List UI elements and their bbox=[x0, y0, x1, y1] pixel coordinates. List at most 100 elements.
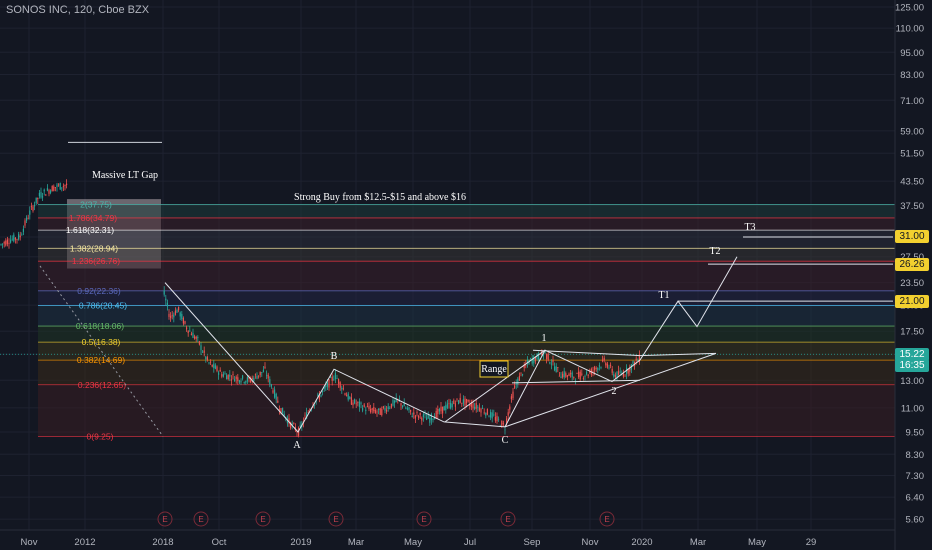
candle-body bbox=[554, 366, 556, 371]
candle-body bbox=[352, 402, 354, 406]
candle-body bbox=[37, 197, 39, 200]
candle-body bbox=[446, 403, 448, 408]
fib-band bbox=[38, 342, 895, 361]
y-tick-label: 7.30 bbox=[906, 471, 925, 482]
candle-body bbox=[182, 318, 184, 324]
candle-body bbox=[64, 185, 66, 186]
candle-body bbox=[274, 389, 276, 398]
fib-label: 1.236(26.76) bbox=[72, 256, 120, 266]
candle-body bbox=[456, 398, 458, 400]
candle-body bbox=[467, 400, 469, 402]
candle-body bbox=[58, 184, 60, 186]
candle-body bbox=[206, 357, 208, 361]
candle-body bbox=[493, 414, 495, 416]
candle-body bbox=[62, 185, 64, 187]
candle-body bbox=[531, 359, 533, 364]
candle-body bbox=[21, 234, 23, 236]
candle-body bbox=[606, 363, 608, 368]
candle-body bbox=[232, 374, 234, 375]
candle-body bbox=[178, 306, 180, 311]
candle-body bbox=[270, 384, 272, 387]
candle-body bbox=[536, 354, 538, 360]
candle-body bbox=[528, 360, 530, 365]
price-tag: 15.22 bbox=[895, 347, 929, 361]
candle-body bbox=[288, 418, 290, 424]
candle-body bbox=[50, 190, 52, 193]
candle-body bbox=[333, 379, 335, 381]
candle-body bbox=[464, 398, 466, 406]
candle-body bbox=[27, 218, 29, 220]
candle-body bbox=[229, 374, 231, 377]
candle-body bbox=[243, 382, 245, 383]
earnings-marker bbox=[255, 511, 271, 527]
candle-body bbox=[34, 204, 36, 207]
candle-body bbox=[272, 390, 274, 393]
earnings-label: E bbox=[333, 515, 338, 524]
candle-body bbox=[557, 367, 559, 368]
candle-body bbox=[544, 352, 546, 353]
candle-body bbox=[496, 415, 498, 421]
candle-body bbox=[523, 365, 525, 368]
y-tick-label: 51.50 bbox=[900, 149, 924, 160]
candle-body bbox=[342, 388, 344, 390]
candle-body bbox=[451, 403, 453, 408]
candle-body bbox=[235, 376, 237, 379]
candle-body bbox=[250, 380, 252, 382]
candle-body bbox=[307, 411, 309, 413]
earnings-marker bbox=[193, 511, 209, 527]
candle-body bbox=[416, 412, 418, 413]
candle-body bbox=[24, 220, 26, 226]
candle-body bbox=[42, 196, 44, 198]
candle-body bbox=[349, 397, 351, 399]
candle-body bbox=[253, 377, 255, 381]
candle-body bbox=[594, 366, 596, 371]
candle-body bbox=[202, 351, 204, 353]
candle-body bbox=[317, 394, 319, 396]
candle-body bbox=[517, 378, 519, 385]
candle-body bbox=[280, 408, 282, 414]
fib-band bbox=[38, 204, 895, 218]
earnings-marker bbox=[328, 511, 344, 527]
candle-body bbox=[224, 373, 226, 375]
x-tick-label: Jul bbox=[464, 537, 476, 548]
candle-body bbox=[293, 423, 295, 425]
candle-body bbox=[501, 420, 503, 427]
candle-body bbox=[240, 380, 242, 383]
candle-body bbox=[515, 383, 517, 385]
candle-body bbox=[254, 374, 256, 376]
candle-body bbox=[251, 377, 253, 380]
candle-body bbox=[275, 393, 277, 400]
price-tag: 16:35 bbox=[895, 359, 929, 373]
candle-body bbox=[48, 190, 50, 194]
support-trendline bbox=[504, 352, 717, 428]
candle-body bbox=[291, 423, 293, 426]
candle-body bbox=[565, 373, 567, 377]
candle-body bbox=[368, 406, 370, 409]
x-tick-label: 2012 bbox=[74, 537, 95, 548]
candle-body bbox=[560, 376, 562, 379]
candle-body bbox=[595, 367, 597, 369]
candle-body bbox=[406, 408, 408, 410]
candle-body bbox=[277, 400, 279, 403]
candle-body bbox=[435, 410, 437, 418]
fib-label: 1.382(28.94) bbox=[70, 243, 118, 253]
candle-body bbox=[344, 393, 346, 395]
note-t1: T1 bbox=[658, 290, 669, 301]
candle-body bbox=[328, 379, 330, 388]
candle-body bbox=[418, 415, 420, 418]
candle-body bbox=[483, 412, 485, 414]
note-a: A bbox=[293, 440, 301, 451]
fib-band bbox=[38, 326, 895, 343]
candle-body bbox=[592, 370, 594, 372]
candle-body bbox=[382, 406, 384, 408]
candle-body bbox=[507, 412, 509, 416]
candle-body bbox=[200, 345, 202, 351]
candle-body bbox=[14, 237, 16, 240]
candle-body bbox=[214, 365, 216, 369]
candle-body bbox=[432, 418, 434, 421]
y-tick-label: 71.00 bbox=[900, 96, 924, 107]
range-box bbox=[479, 360, 509, 378]
candle-body bbox=[488, 416, 490, 418]
